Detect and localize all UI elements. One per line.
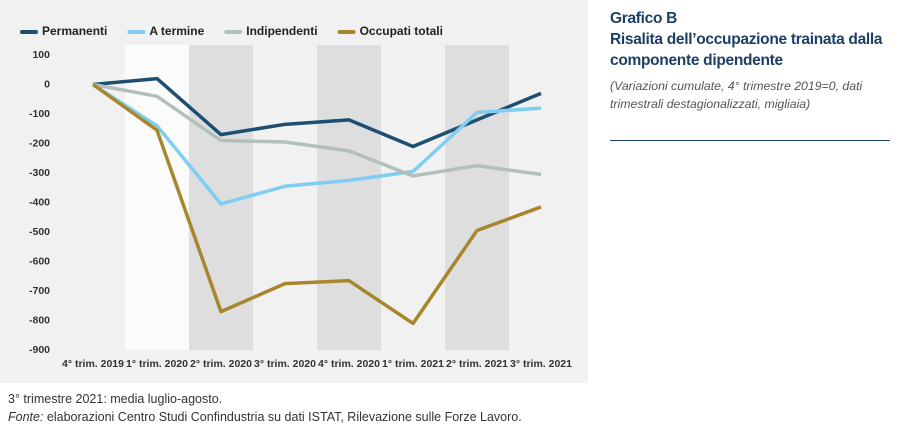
x-tick-label: 3° trim. 2020	[254, 358, 316, 370]
series-line	[92, 82, 542, 178]
band-shade	[317, 45, 381, 350]
y-tick-label: 0	[44, 78, 50, 90]
y-tick-label: -300	[29, 167, 50, 179]
source: elaborazioni Centro Studi Confindustria …	[46, 410, 522, 424]
series-line	[92, 83, 542, 206]
band-shade	[445, 45, 509, 350]
x-tick-label: 4° trim. 2019	[62, 358, 124, 370]
footnotes: 3° trimestre 2021: media luglio-agosto. …	[8, 390, 522, 426]
y-tick-label: -800	[29, 314, 50, 326]
x-tick-label: 4° trim. 2020	[318, 358, 380, 370]
legend-label: Occupati totali	[360, 24, 443, 38]
x-tick-label: 2° trim. 2020	[190, 358, 252, 370]
y-tick-label: -200	[29, 137, 50, 149]
y-tick-label: -600	[29, 255, 50, 267]
band-plain	[381, 45, 445, 350]
y-tick-label: -900	[29, 344, 50, 356]
chart: -900 -800 -700 -600 -500 -400 -300 -200 -100 0 100…	[0, 0, 588, 383]
y-tick-label: 100	[32, 49, 50, 61]
legend-label: Permanenti	[42, 24, 107, 38]
source-label: Fonte:	[8, 410, 44, 424]
x-tick-label: 1° trim. 2021	[382, 358, 444, 370]
legend-label: Indipendenti	[246, 24, 317, 38]
band-plain	[509, 45, 573, 350]
side-panel: Grafico B Risalita dell’occupazione trai…	[610, 8, 894, 113]
y-tick-label: -700	[29, 285, 50, 297]
chart-subtitle: (Variazioni cumulate, 4° trimestre 2019=…	[610, 79, 863, 111]
figure-label: Grafico B	[610, 10, 678, 27]
x-tick-label: 1° trim. 2020	[126, 358, 188, 370]
y-tick-label: -100	[29, 108, 50, 120]
divider	[610, 140, 890, 141]
source-line: Fonte: elaborazioni Centro Studi Confind…	[8, 408, 522, 426]
x-tick-label: 3° trim. 2021	[510, 358, 572, 370]
x-tick-label: 2° trim. 2021	[446, 358, 508, 370]
series-line	[91, 83, 542, 326]
chart-title: Risalita dell’occupazione trainata dalla…	[610, 31, 883, 69]
legend-label: A termine	[149, 24, 204, 38]
y-tick-label: -500	[29, 226, 50, 238]
band-plain	[253, 45, 317, 350]
note: 3° trimestre 2021: media luglio-agosto.	[8, 392, 223, 406]
band-plain	[61, 45, 125, 350]
y-tick-label: -400	[29, 196, 50, 208]
